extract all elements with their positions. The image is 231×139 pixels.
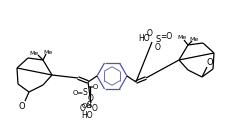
Text: O: O: [147, 28, 153, 38]
Text: O: O: [155, 43, 161, 52]
Text: O: O: [19, 101, 25, 111]
Text: =O: =O: [160, 32, 172, 40]
Text: Me: Me: [189, 37, 199, 42]
Text: S: S: [83, 87, 87, 96]
Text: Me: Me: [43, 49, 53, 54]
Text: OH: OH: [82, 103, 92, 109]
Text: O: O: [207, 58, 213, 66]
Text: Me: Me: [177, 34, 187, 39]
Text: HO: HO: [138, 33, 150, 43]
Text: =O: =O: [87, 84, 99, 90]
Text: O: O: [92, 104, 98, 112]
Text: O: O: [88, 94, 94, 102]
Text: O: O: [80, 104, 86, 112]
Text: HO: HO: [81, 111, 93, 120]
Text: S: S: [155, 34, 161, 44]
Text: Me: Me: [29, 50, 39, 55]
Text: O=: O=: [72, 90, 84, 96]
Text: S: S: [86, 100, 92, 110]
